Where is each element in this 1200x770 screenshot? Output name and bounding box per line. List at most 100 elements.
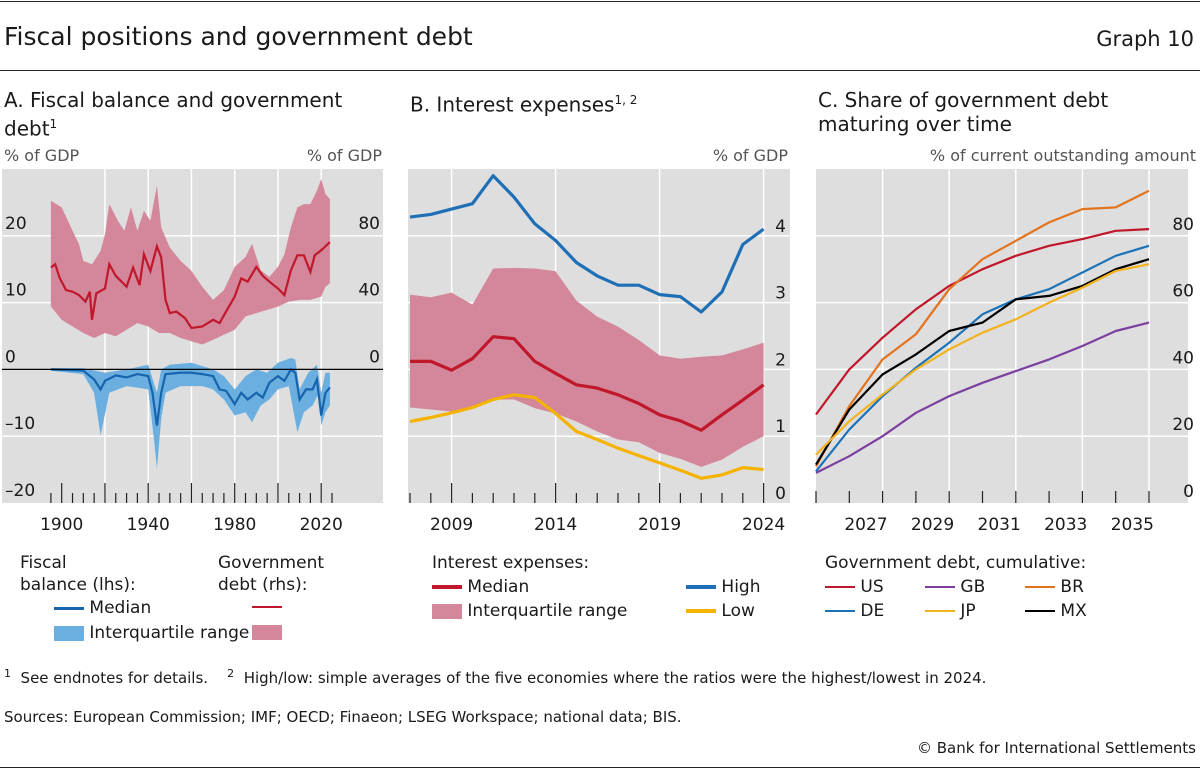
y-tick-label-left: –10 [5, 414, 35, 434]
legend-c-de: DE [825, 600, 884, 622]
x-tick-label: 1940 [127, 515, 170, 535]
y-tick-label: 4 [775, 217, 786, 237]
legend-swatch-us [825, 586, 855, 588]
y-tick-label-left: 10 [5, 281, 27, 301]
y-tick-label: 0 [1183, 482, 1194, 502]
panel-b-title-text: B. Interest expenses [410, 92, 615, 117]
legend-b-low: Low [686, 600, 755, 622]
x-tick-label: 1980 [213, 515, 256, 535]
y-tick-label: 0 [775, 484, 786, 504]
y-tick-label: 1 [775, 417, 786, 437]
figure-title: Fiscal positions and government debt [4, 22, 473, 51]
legend-label: High [721, 577, 761, 597]
series-line-jp [815, 263, 1150, 456]
legend-swatch-fiscal-median [54, 606, 84, 610]
legend-label: Interquartile range [89, 623, 250, 643]
low-line [409, 393, 764, 480]
bottom-rule [0, 767, 1200, 768]
fiscal-median-line [50, 367, 331, 426]
panel-c-plot-area [816, 169, 1188, 503]
legend-a-debt-title-2: debt (rhs): [218, 575, 308, 595]
panel-b-unit: % of GDP [712, 146, 788, 165]
legend-swatch-low [686, 609, 716, 613]
legend-label: Median [467, 577, 530, 597]
x-tick-label: 2031 [978, 515, 1021, 535]
footnote-2-mark: 2 [227, 667, 235, 680]
panel-a-unit-left: % of GDP [4, 146, 80, 165]
series-line-gb [815, 321, 1150, 474]
legend-c-jp: JP [925, 600, 976, 622]
debt-iqr-band [50, 179, 330, 345]
title-rule [0, 70, 1200, 71]
y-tick-label-left: 20 [5, 214, 27, 234]
footnote-2: High/low: simple averages of the five ec… [243, 669, 987, 687]
y-tick-label: 2 [775, 350, 786, 370]
legend-label: Median [89, 598, 152, 618]
legend-label: BR [1060, 577, 1084, 597]
series-line-us [815, 228, 1150, 416]
legend-swatch-high [686, 585, 716, 589]
legend-label: MX [1060, 601, 1087, 621]
legend-swatch-jp [925, 610, 955, 612]
iqr-band [410, 267, 764, 467]
copyright: © Bank for International Settlements [916, 739, 1196, 757]
panel-c-title: C. Share of government debt maturing ove… [818, 88, 1109, 136]
legend-label: Low [721, 601, 755, 621]
y-tick-label-left: –20 [5, 481, 35, 501]
debt-median-line [50, 241, 331, 330]
legend-swatch-iqr [432, 603, 462, 619]
x-tick-label: 2035 [1111, 515, 1154, 535]
legend-label: DE [860, 601, 885, 621]
legend-label: GB [960, 577, 986, 597]
legend-swatch-debt-median [252, 606, 282, 608]
legend-a-fiscal-title: Fiscal balance (lhs): [20, 552, 136, 596]
graph-number: Graph 10 [1096, 27, 1194, 51]
panel-b-title: B. Interest expenses1, 2 [410, 88, 637, 117]
legend-swatch-de [825, 610, 855, 612]
y-tick-label-left: 0 [5, 347, 16, 367]
y-tick-label: 80 [1172, 215, 1194, 235]
median-line [410, 335, 765, 432]
legend-b-median: Median [432, 576, 529, 598]
sources: Sources: European Commission; IMF; OECD;… [4, 708, 682, 726]
legend-c-br: BR [1025, 576, 1084, 598]
footnotes: 1 See endnotes for details. 2 High/low: … [4, 667, 986, 687]
footnote-1: See endnotes for details. [20, 669, 209, 687]
y-tick-label: 40 [1172, 348, 1194, 368]
legend-b-high: High [686, 576, 760, 598]
legend-label: Interquartile range [467, 601, 628, 621]
x-tick-label: 2009 [430, 515, 473, 535]
series-line-mx [815, 258, 1150, 466]
y-tick-label-right: 0 [369, 347, 380, 367]
legend-a-debt-title: Government debt (rhs): [218, 552, 324, 596]
fiscal-iqr-band [50, 358, 330, 469]
panel-c-unit: % of current outstanding amount [929, 146, 1196, 165]
x-tick-label: 2029 [911, 515, 954, 535]
high-line [409, 174, 765, 314]
y-tick-label-right: 40 [358, 281, 380, 301]
legend-swatch-mx [1025, 610, 1055, 612]
legend-a-fiscal-iqr: Interquartile range [54, 622, 249, 644]
x-tick-label: 2020 [300, 515, 343, 535]
x-tick-label: 2019 [638, 515, 681, 535]
legend-swatch-br [1025, 586, 1055, 588]
x-tick-label: 2024 [742, 515, 785, 535]
panel-a-unit-right: % of GDP [306, 146, 382, 165]
legend-c-gb: GB [925, 576, 985, 598]
panel-a-footnote-mark: 1 [49, 117, 58, 131]
panel-a-title-text: A. Fiscal balance and government debt [4, 88, 343, 141]
legend-b-iqr: Interquartile range [432, 600, 627, 622]
legend-c-us: US [825, 576, 884, 598]
x-tick-label: 2014 [534, 515, 577, 535]
y-tick-label: 60 [1172, 282, 1194, 302]
y-tick-label: 3 [775, 284, 786, 304]
legend-label: US [860, 577, 884, 597]
series-line-de [815, 244, 1150, 472]
legend-a-fiscal-title-1: Fiscal [20, 553, 67, 573]
legend-swatch-fiscal-iqr [54, 625, 84, 641]
legend-a-fiscal-title-2: balance (lhs): [20, 575, 136, 595]
legend-b-title: Interest expenses: [432, 553, 590, 573]
footnote-1-mark: 1 [4, 667, 11, 680]
